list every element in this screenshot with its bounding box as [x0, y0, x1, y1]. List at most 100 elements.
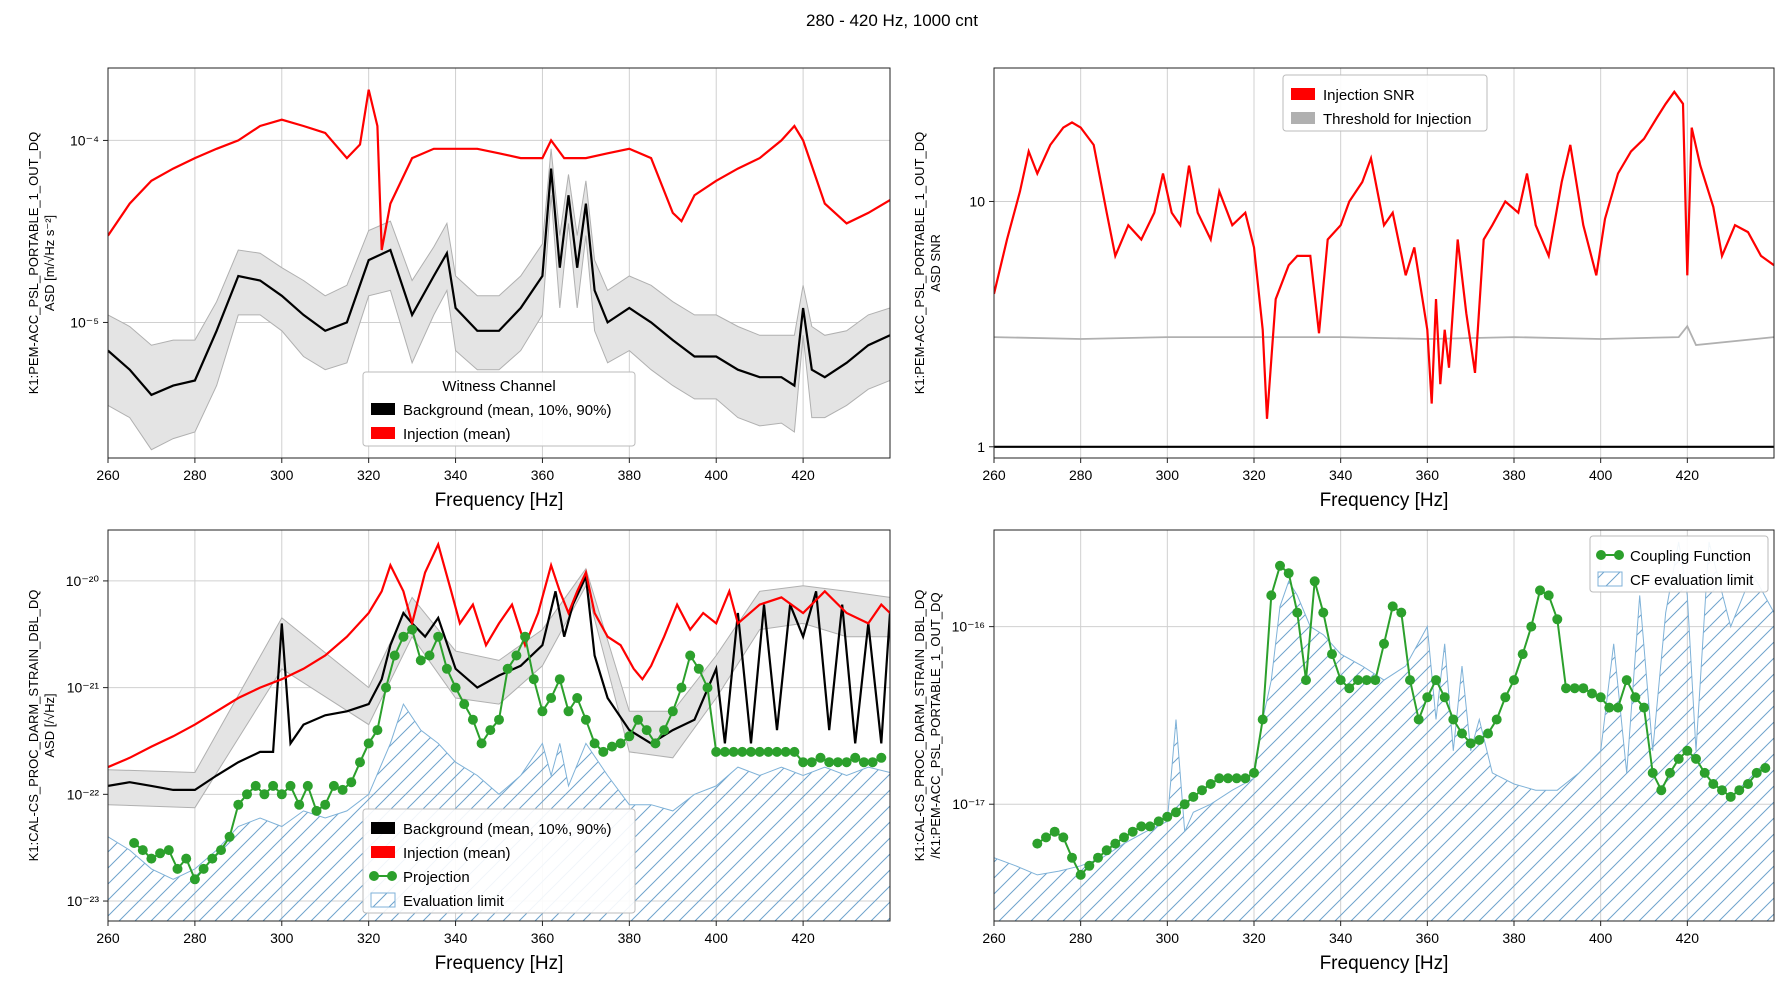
series-injection-mean — [108, 89, 890, 251]
data-point — [424, 650, 435, 661]
data-point — [1561, 683, 1571, 694]
data-point — [1049, 826, 1060, 837]
data-point — [1327, 649, 1337, 660]
legend-label: Injection (mean) — [403, 426, 511, 443]
x-tick-label: 360 — [1416, 467, 1440, 483]
x-tick-label: 420 — [791, 930, 815, 946]
series-threshold-for-injection — [994, 324, 1774, 346]
data-point — [146, 853, 157, 864]
x-tick-label: 300 — [270, 930, 294, 946]
data-point — [1162, 811, 1173, 822]
evaluation-limit-line — [994, 541, 1774, 876]
data-point — [1509, 675, 1519, 686]
data-point — [1379, 638, 1389, 649]
y-tick-label: 10⁻²² — [67, 786, 100, 802]
data-point — [1725, 791, 1736, 802]
x-tick-label: 280 — [183, 467, 207, 483]
data-point — [1465, 738, 1476, 749]
y-tick-label: 1 — [977, 439, 985, 455]
series-background-90 — [108, 148, 890, 346]
data-point — [1647, 767, 1658, 778]
data-point — [1621, 675, 1632, 686]
panel-coupling: 260 280 300 320 340 360 380 400 420 10⁻¹⁷ 10⁻¹⁶ Fre… — [912, 529, 1775, 974]
y-tick-label: 10 — [969, 193, 985, 209]
data-point — [1145, 821, 1155, 832]
x-tick-label: 380 — [618, 930, 642, 946]
data-point — [659, 725, 670, 736]
data-point — [294, 799, 305, 810]
data-point — [1613, 702, 1623, 713]
y-axis-label: K1:CAL-CS_PROC_DARM_STRAIN_DBL_DQ — [912, 590, 927, 862]
x-tick-label: 320 — [1242, 930, 1266, 946]
data-point — [1119, 832, 1129, 843]
plot-area — [994, 89, 1774, 448]
data-point — [242, 789, 252, 800]
data-point — [1205, 779, 1216, 789]
data-point — [1335, 675, 1346, 686]
legend-box — [1589, 535, 1769, 593]
data-point — [407, 624, 418, 635]
data-point — [1041, 832, 1051, 843]
data-point — [876, 752, 887, 763]
y-axis-label-secondary: ASD [m/√Hz s⁻²] — [42, 215, 57, 311]
data-point — [467, 714, 478, 725]
x-tick-label: 320 — [357, 930, 381, 946]
data-point — [485, 725, 496, 736]
x-axis-label: Frequency [Hz] — [1320, 490, 1449, 511]
data-point — [554, 674, 565, 685]
x-tick-label: 400 — [705, 467, 729, 483]
data-point — [1751, 767, 1762, 778]
data-point — [398, 631, 409, 642]
data-point — [1639, 702, 1649, 713]
x-tick-label: 260 — [982, 930, 1006, 946]
x-tick-label: 320 — [357, 467, 381, 483]
data-point — [641, 725, 652, 736]
legend-label: CF evaluation limit — [1630, 572, 1754, 589]
x-tick-label: 420 — [1676, 467, 1700, 483]
x-axis-label: Frequency [Hz] — [1320, 953, 1449, 974]
x-tick-label: 340 — [1329, 467, 1353, 483]
data-point — [129, 838, 140, 848]
y-tick-label: 10⁻¹⁷ — [952, 796, 985, 812]
legend-swatch-marker — [1596, 550, 1606, 560]
legend-label: Evaluation limit — [403, 893, 505, 910]
data-point — [320, 799, 331, 810]
legend-swatch — [1291, 88, 1315, 100]
evaluation-limit-area — [994, 541, 1774, 921]
legend: Injection SNR Threshold for Injection — [1282, 74, 1488, 132]
x-tick-label: 280 — [1069, 467, 1093, 483]
data-point — [780, 746, 791, 757]
data-point — [711, 746, 722, 757]
data-point — [572, 693, 583, 703]
data-point — [459, 699, 470, 710]
data-point — [1301, 675, 1311, 686]
x-tick-label: 420 — [791, 467, 815, 483]
data-point — [285, 780, 296, 791]
data-point — [1656, 785, 1667, 796]
data-point — [476, 738, 487, 749]
data-point — [1708, 779, 1719, 789]
data-point — [389, 650, 400, 661]
legend-swatch-marker — [369, 871, 379, 881]
data-point — [1604, 702, 1615, 713]
data-point — [1067, 852, 1077, 863]
data-point — [381, 682, 391, 693]
background-band — [108, 568, 890, 808]
legend-box — [1282, 74, 1488, 132]
x-axis-label: Frequency [Hz] — [435, 953, 564, 974]
data-point — [441, 663, 452, 674]
legend-label: Background (mean, 10%, 90%) — [403, 821, 611, 838]
data-point — [433, 631, 444, 642]
data-point — [580, 714, 591, 725]
x-tick-label: 280 — [183, 930, 207, 946]
data-point — [1552, 614, 1563, 625]
data-point — [494, 714, 504, 725]
legend-label: Background (mean, 10%, 90%) — [403, 402, 611, 419]
data-point — [546, 693, 557, 703]
data-point — [702, 682, 713, 693]
data-point — [1231, 773, 1242, 784]
legend-swatch — [371, 846, 395, 858]
x-tick-label: 360 — [1416, 930, 1440, 946]
data-point — [858, 757, 869, 768]
data-point — [1578, 683, 1589, 694]
